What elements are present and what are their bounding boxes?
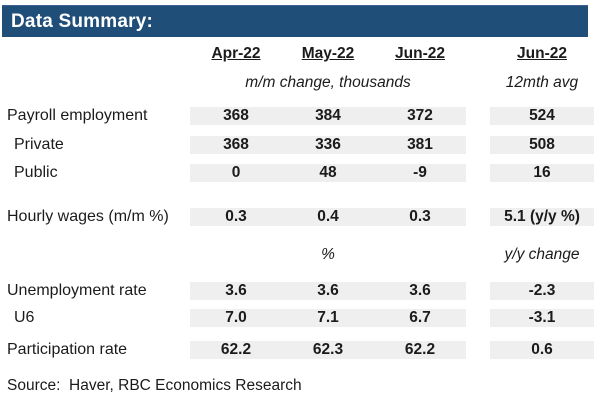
table-row-payroll: Payroll employment 368 384 372 524 [0, 100, 600, 131]
column-header-may22: May-22 [301, 45, 355, 62]
source-note: Source: Haver, RBC Economics Research [7, 377, 302, 394]
table-row-participation: Participation rate 62.2 62.3 62.2 0.6 [0, 337, 600, 363]
cell-value: 524 [490, 106, 594, 125]
cell-value: 3.6 [374, 282, 466, 300]
units-label-12mth-avg: 12mth avg [505, 74, 579, 91]
units-label-mm-change: m/m change, thousands [245, 74, 411, 91]
table-row-u6: U6 7.0 7.1 6.7 -3.1 [0, 305, 600, 331]
cell-value: 16 [490, 164, 594, 182]
column-header-jun22-avg: Jun-22 [517, 45, 567, 62]
cell-value: 3.6 [282, 282, 374, 300]
cell-value: 7.1 [282, 309, 374, 327]
table-header-row: Apr-22 May-22 Jun-22 Jun-22 [0, 42, 600, 66]
cell-value: 372 [374, 106, 466, 125]
cell-value: 381 [374, 136, 466, 154]
units-subheader-row: m/m change, thousands 12mth avg [0, 66, 600, 100]
cell-value: 508 [490, 136, 594, 154]
row-label: Hourly wages (m/m %) [7, 208, 169, 225]
summary-table: Apr-22 May-22 Jun-22 Jun-22 m/m change, … [0, 42, 600, 363]
cell-value: 0.3 [190, 208, 282, 226]
column-header-apr22: Apr-22 [211, 45, 261, 62]
row-label: Unemployment rate [7, 282, 147, 299]
row-label: Private [14, 136, 64, 153]
cell-value: -9 [374, 164, 466, 182]
cell-value: 48 [282, 164, 374, 182]
cell-value: 62.3 [282, 341, 374, 359]
row-label: Payroll employment [7, 106, 148, 124]
cell-value: -3.1 [490, 309, 594, 327]
cell-value: 336 [282, 136, 374, 154]
row-label: U6 [14, 309, 35, 326]
row-label: Public [14, 164, 58, 181]
table-spacer-row [0, 187, 600, 201]
table-row-unemployment: Unemployment rate 3.6 3.6 3.6 -2.3 [0, 277, 600, 305]
cell-value: 0.6 [490, 341, 594, 359]
cell-value: 384 [282, 106, 374, 125]
cell-value: -2.3 [490, 282, 594, 300]
cell-value: 0.4 [282, 208, 374, 226]
table-row-private: Private 368 336 381 508 [0, 131, 600, 159]
row-label: Participation rate [7, 341, 128, 358]
page-title: Data Summary: [11, 10, 153, 32]
title-bar: Data Summary: [2, 5, 588, 37]
cell-value: 5.1 (y/y %) [490, 208, 594, 226]
table-row-hourly-wages: Hourly wages (m/m %) 0.3 0.4 0.3 5.1 (y/… [0, 201, 600, 233]
units-label-yy-change: y/y change [504, 246, 580, 263]
cell-value: 6.7 [374, 309, 466, 327]
cell-value: 62.2 [190, 341, 282, 359]
cell-value: 368 [190, 106, 282, 125]
cell-value: 0.3 [374, 208, 466, 226]
column-header-jun22: Jun-22 [395, 45, 445, 62]
units-label-percent: % [321, 246, 335, 263]
table-row-public: Public 0 48 -9 16 [0, 159, 600, 187]
cell-value: 0 [190, 164, 282, 182]
cell-value: 368 [190, 136, 282, 154]
cell-value: 62.2 [374, 341, 466, 359]
cell-value: 3.6 [190, 282, 282, 300]
cell-value: 7.0 [190, 309, 282, 327]
units-subheader-row-2: % y/y change [0, 233, 600, 277]
